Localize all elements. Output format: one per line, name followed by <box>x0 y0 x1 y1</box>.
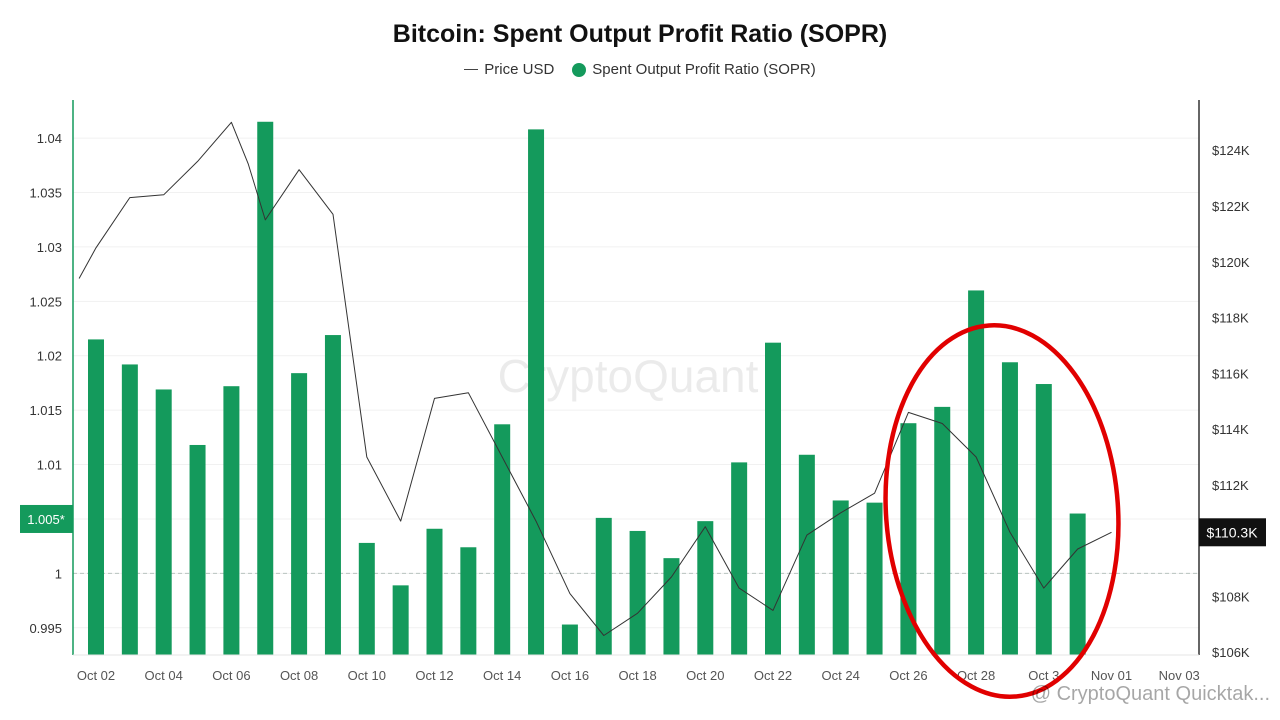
legend-line-swatch <box>464 69 479 70</box>
sopr-bar <box>291 373 308 655</box>
x-tick-label: Oct 22 <box>754 668 792 683</box>
x-tick-label: Oct 24 <box>822 668 860 683</box>
x-tick-label: Oct 3 <box>1028 668 1059 683</box>
x-tick-label: Oct 14 <box>483 668 521 683</box>
sopr-bar <box>1035 384 1052 655</box>
y-right-tick-label: $108K <box>1212 589 1250 604</box>
sopr-bar <box>494 424 511 655</box>
sopr-bar <box>392 585 409 655</box>
sopr-bar <box>629 530 646 655</box>
sopr-bar <box>121 364 138 655</box>
right-current-marker-label: $110.3K <box>1206 524 1258 540</box>
x-tick-label: Nov 03 <box>1159 668 1200 683</box>
y-right-tick-label: $114K <box>1212 422 1249 437</box>
legend-label-sopr: Spent Output Profit Ratio (SOPR) <box>592 61 816 78</box>
sopr-bar <box>934 406 951 655</box>
y-left-tick-label: 1.035 <box>29 186 62 201</box>
y-left-tick-label: 1.03 <box>37 240 62 255</box>
y-right-tick-label: $122K <box>1212 199 1250 214</box>
attribution-text: @ CryptoQuant Quicktak... <box>1031 683 1270 705</box>
sopr-bar <box>88 339 104 655</box>
x-tick-label: Oct 18 <box>618 668 656 683</box>
x-tick-label: Oct 02 <box>77 668 115 683</box>
y-left-tick-label: 1 <box>55 566 62 581</box>
y-left-tick-label: 1.02 <box>37 349 62 364</box>
legend-label-price: Price USD <box>484 61 555 78</box>
sopr-bar <box>257 121 274 655</box>
x-tick-label: Oct 04 <box>145 668 183 683</box>
sopr-bar <box>358 542 375 655</box>
sopr-bar <box>1001 362 1018 655</box>
x-tick-label: Oct 20 <box>686 668 724 683</box>
sopr-bar <box>324 335 341 655</box>
y-left-tick-label: 1.015 <box>29 403 62 418</box>
sopr-bar <box>561 624 578 655</box>
sopr-bar <box>155 389 172 655</box>
y-left-tick-label: 1.04 <box>37 131 62 146</box>
sopr-bar <box>663 558 680 655</box>
sopr-bar <box>223 386 240 655</box>
sopr-bar <box>798 454 815 655</box>
x-tick-label: Nov 01 <box>1091 668 1132 683</box>
chart-title: Bitcoin: Spent Output Profit Ratio (SOPR… <box>392 20 888 48</box>
sopr-bar <box>968 290 985 655</box>
price-line <box>78 121 1112 636</box>
sopr-bar <box>697 521 714 655</box>
sopr-bar <box>866 502 883 655</box>
sopr-bar <box>1069 513 1086 655</box>
left-current-marker-box <box>20 504 73 533</box>
x-tick-label: Oct 28 <box>957 668 995 683</box>
legend-item-sopr[interactable]: Spent Output Profit Ratio (SOPR) <box>572 61 816 78</box>
sopr-bar <box>460 547 477 655</box>
x-tick-label: Oct 08 <box>280 668 318 683</box>
sopr-bar <box>528 129 545 656</box>
sopr-bar <box>832 500 849 655</box>
sopr-bar <box>731 462 748 655</box>
sopr-bar <box>765 342 781 655</box>
y-right-tick-label: $118K <box>1212 311 1249 326</box>
right-current-marker-box <box>1199 518 1266 547</box>
x-tick-label: Oct 10 <box>348 668 386 683</box>
y-left-tick-label: 1.025 <box>29 294 62 309</box>
legend-item-price[interactable]: Price USD <box>464 61 554 78</box>
left-current-marker-label: 1.005* <box>27 512 65 527</box>
annotation-ellipse <box>883 323 1121 699</box>
y-right-tick-label: $120K <box>1212 255 1250 270</box>
x-tick-label: Oct 16 <box>551 668 589 683</box>
y-right-tick-label: $116K <box>1212 366 1249 381</box>
y-left-tick-label: 0.995 <box>29 621 62 636</box>
y-right-tick-label: $124K <box>1212 143 1250 158</box>
x-tick-label: Oct 26 <box>889 668 927 683</box>
chart-legend: Price USD Spent Output Profit Ratio (SOP… <box>0 61 1280 78</box>
x-tick-label: Oct 06 <box>212 668 250 683</box>
legend-dot-swatch <box>572 62 587 77</box>
sopr-bar <box>189 444 206 655</box>
sopr-bar <box>426 528 443 655</box>
y-right-tick-label: $112K <box>1212 478 1249 493</box>
sopr-bar <box>595 517 612 655</box>
y-left-tick-label: 1.01 <box>37 458 62 473</box>
y-right-tick-label: $106K <box>1212 645 1250 660</box>
x-tick-label: Oct 12 <box>415 668 453 683</box>
